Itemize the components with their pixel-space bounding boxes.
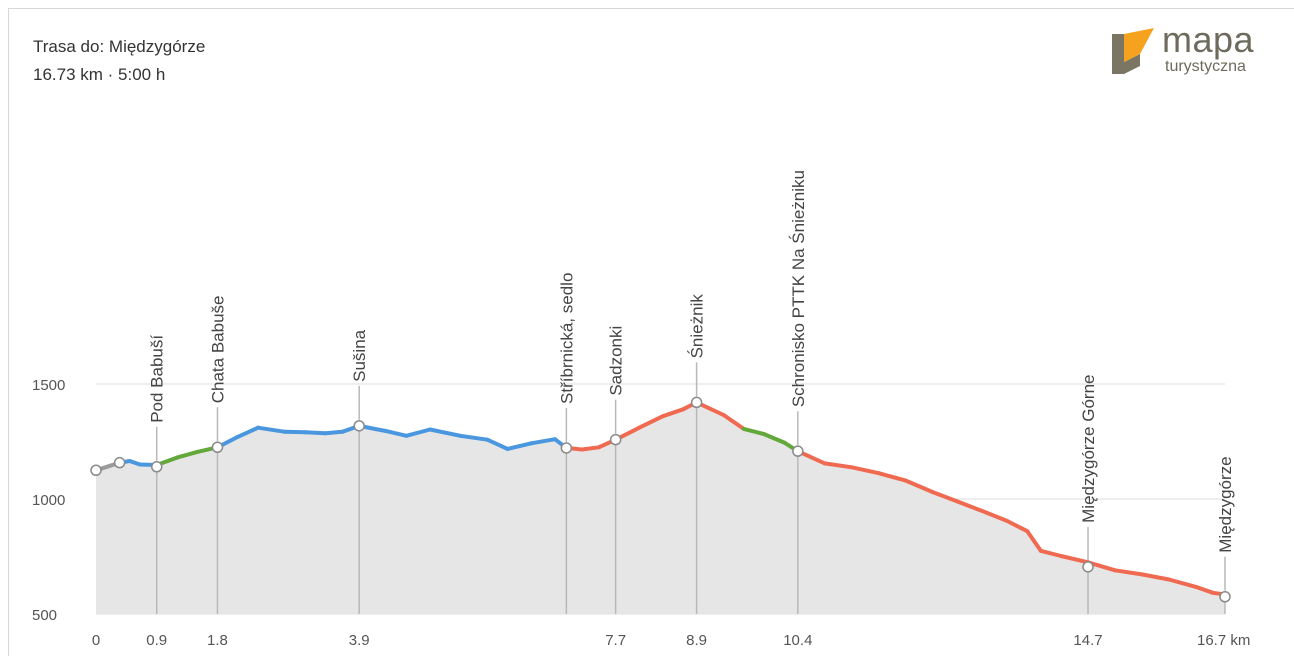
profile-segment-red (1025, 529, 1043, 553)
profile-segment-red (721, 413, 746, 431)
route-title: Trasa do: Międzygórze (33, 37, 206, 56)
waypoint-labels: Pod Babuší Chata Babuše Sušina Stříbrnická,… (148, 170, 1235, 553)
waypoint-marker (211, 441, 224, 453)
waypoint-leaders (155, 362, 1226, 614)
waypoint-marker (792, 445, 804, 457)
x-tick-label: 0.9 (146, 632, 167, 649)
elevation-fill (96, 402, 1225, 614)
mapa-turystyczna-logo[interactable]: mapa turystyczna (1110, 20, 1280, 80)
profile-segment-red (1038, 548, 1063, 558)
profile-segment-blue (458, 433, 490, 442)
elevation-area (96, 402, 1225, 614)
profile-segment-red (637, 414, 665, 430)
profile-segment-red (1113, 568, 1144, 577)
waypoint-marker (353, 420, 365, 432)
x-axis-ticks: 0 0.9 1.8 3.9 7.7 8.9 10.4 14.7 16.7 km (92, 632, 1251, 649)
y-tick-label: 1000 (32, 492, 65, 509)
x-tick-label: 1.8 (207, 632, 228, 649)
y-axis-ticks: 500 1000 1500 (32, 377, 65, 624)
waypoint-marker (609, 433, 622, 446)
waypoint-marker (113, 456, 126, 469)
x-tick-label: 8.9 (686, 632, 707, 649)
route-summary: 16.73 km · 5:00 h (33, 65, 166, 84)
x-tick-label: 3.9 (349, 632, 370, 649)
profile-segment-red (984, 510, 1009, 523)
profile-segment-red (849, 465, 881, 476)
profile-segment-blue (529, 437, 557, 446)
profile-segment-red (579, 445, 601, 452)
profile-segment-green (175, 449, 200, 460)
waypoint-label: Stříbrnická, sedlo (557, 273, 576, 404)
profile-segment-red (660, 407, 686, 419)
waypoint-marker (560, 442, 573, 454)
logo-word-turystyczna: turystyczna (1165, 58, 1246, 75)
x-tick-label: 16.7 km (1197, 632, 1250, 649)
waypoint-markers (90, 396, 1231, 603)
profile-segment-blue (505, 441, 534, 451)
waypoint-label: Śnieżnik (688, 294, 707, 359)
profile-segment-blue (323, 429, 345, 436)
waypoint-marker (90, 464, 102, 476)
profile-segment-green (762, 432, 787, 445)
profile-segment-red (1194, 584, 1215, 595)
profile-segment-red (1167, 577, 1198, 589)
profile-segment-red (957, 500, 989, 515)
x-tick-label: 14.7 (1073, 632, 1102, 649)
profile-segment-blue (283, 429, 308, 435)
profile-segment-blue (485, 437, 510, 451)
waypoint-marker (1219, 591, 1231, 603)
route-header: Trasa do: Międzygórze 16.73 km · 5:00 h (33, 33, 205, 89)
chart-frame (8, 8, 1294, 656)
waypoint-marker (690, 396, 703, 409)
x-tick-label: 10.4 (783, 632, 812, 649)
waypoint-label: Sušina (350, 329, 369, 382)
profile-segment-red (1005, 518, 1030, 534)
profile-segment-blue (303, 430, 328, 436)
y-tick-label: 500 (32, 607, 57, 624)
profile-segment-red (1140, 572, 1171, 582)
profile-segment-red (1059, 554, 1090, 565)
x-tick-label: 7.7 (605, 632, 626, 649)
waypoint-label: Chata Babuše (208, 296, 227, 404)
profile-segment-blue (235, 425, 260, 439)
profile-segment-blue (256, 425, 287, 434)
waypoint-label: Schronisko PTTK Na Śnieżniku (789, 170, 808, 407)
profile-segment-blue (404, 427, 432, 438)
x-tick-label: 0 (92, 632, 100, 649)
profile-segment-red (876, 471, 908, 483)
profile-segment-green (741, 426, 767, 437)
profile-segment-red (930, 490, 962, 505)
profile-segment-blue (384, 429, 409, 438)
logo-word-mapa: mapa (1162, 19, 1255, 60)
waypoint-label: Międzygórze Górne (1079, 375, 1098, 523)
profile-segment-red (822, 461, 854, 470)
logo-mark-icon (1112, 28, 1154, 74)
profile-segment-red (903, 478, 935, 495)
waypoint-marker (1082, 561, 1094, 573)
waypoint-label: Sadzonki (607, 326, 626, 396)
waypoint-label: Pod Babuší (148, 335, 167, 423)
y-tick-label: 1500 (32, 377, 65, 394)
profile-segment-blue (428, 427, 463, 438)
waypoint-marker (150, 461, 163, 473)
waypoint-label: Międzygórze (1216, 456, 1235, 552)
